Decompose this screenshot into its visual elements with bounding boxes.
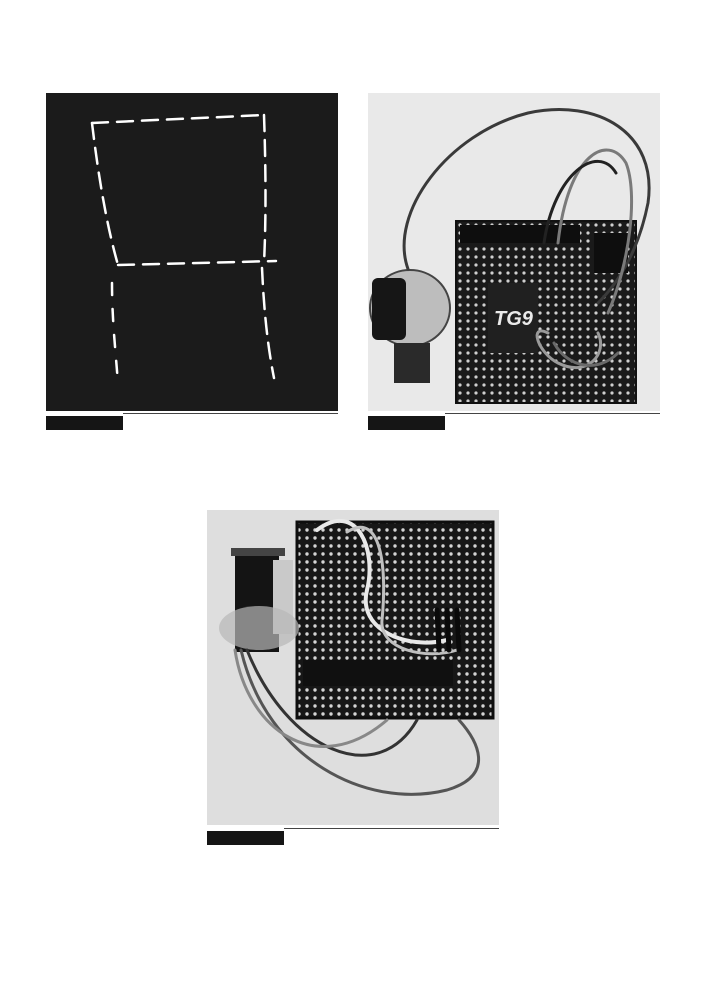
figure-3-caption-rule bbox=[284, 828, 499, 829]
figure-2-caption-rule bbox=[445, 413, 660, 414]
servo-label: TG9 bbox=[494, 308, 534, 330]
figure-3-caption-bar bbox=[207, 831, 284, 845]
light-trail-photo bbox=[46, 93, 338, 411]
breadboard-angle-photo bbox=[207, 510, 499, 825]
breadboard-top-photo: TG9 bbox=[368, 93, 660, 411]
figure-2-caption-bar bbox=[368, 416, 445, 430]
figure-1-caption-bar bbox=[46, 416, 123, 430]
figure-1-caption-rule bbox=[123, 413, 338, 414]
